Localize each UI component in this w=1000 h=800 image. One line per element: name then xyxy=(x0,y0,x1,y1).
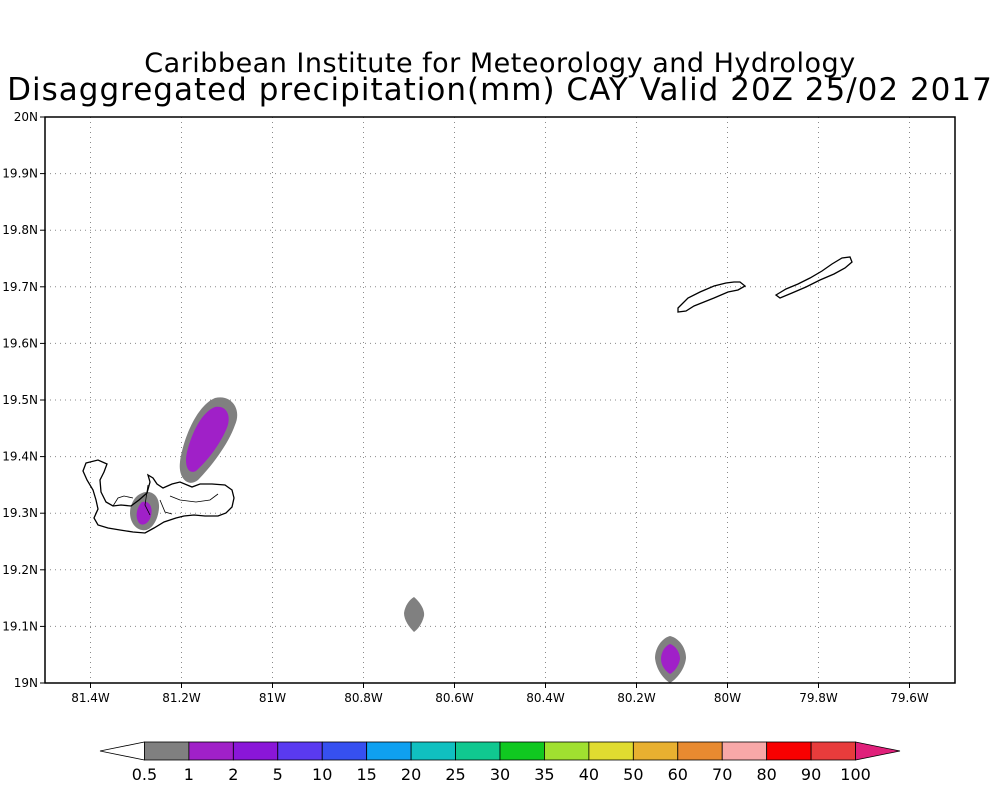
precip-purple-north-grand-cayman xyxy=(186,406,229,472)
colorbar-swatch xyxy=(232,741,279,761)
y-tick-label: 19.9N xyxy=(2,167,38,181)
colorbar-label: 50 xyxy=(623,765,643,784)
y-tick-label: 19.6N xyxy=(2,336,38,350)
colorbar-label: 80 xyxy=(756,765,776,784)
y-tick-label: 19.8N xyxy=(2,223,38,237)
y-tick-label: 19.2N xyxy=(2,563,38,577)
colorbar-swatch xyxy=(499,741,545,761)
x-tick-label: 81.4W xyxy=(71,691,110,705)
colorbar-swatch xyxy=(277,741,323,761)
colorbar-swatch xyxy=(544,741,590,761)
colorbar-label: 1 xyxy=(184,765,194,784)
coastlines xyxy=(82,256,853,534)
x-tick-label: 79.6W xyxy=(890,691,929,705)
colorbar-swatch xyxy=(410,741,456,761)
colorbar-swatch xyxy=(321,741,368,761)
precip-purple-southeast xyxy=(661,644,680,674)
x-tick-label: 80.4W xyxy=(526,691,565,705)
x-tick-label: 80.2W xyxy=(617,691,656,705)
title-line2: Disaggregated precipitation(mm) CAY Vali… xyxy=(7,72,993,108)
colorbar-label: 5 xyxy=(273,765,283,784)
colorbar-swatch xyxy=(766,741,812,761)
map-axes: 81.4W 81.2W 81W 80.8W 80.6W 80.4W 80.2W 80W 79.8… xyxy=(2,110,929,705)
precipitation-layer xyxy=(130,397,686,683)
colorbar-swatch xyxy=(588,741,634,761)
title-line1: Caribbean Institute for Meteorology and … xyxy=(144,48,856,79)
colorbar-swatch xyxy=(188,741,234,761)
colorbar-label: 30 xyxy=(490,765,510,784)
colorbar-label: 15 xyxy=(356,765,376,784)
cayman-brac-outline xyxy=(774,256,853,299)
colorbar-right-arrow xyxy=(855,741,901,761)
y-tick-label: 20N xyxy=(14,110,38,124)
colorbar-swatch xyxy=(455,741,501,761)
colorbar-swatch xyxy=(144,741,190,761)
colorbar-label: 70 xyxy=(712,765,732,784)
colorbar-label: 90 xyxy=(801,765,821,784)
x-tick-label: 80.8W xyxy=(344,691,383,705)
colorbar-label: 60 xyxy=(668,765,688,784)
colorbar-swatch xyxy=(632,741,679,761)
x-tick-label: 79.8W xyxy=(799,691,838,705)
colorbar-label: 2 xyxy=(228,765,238,784)
y-tick-label: 19.3N xyxy=(2,506,38,520)
x-tick-label: 81.2W xyxy=(162,691,201,705)
y-tick-label: 19N xyxy=(14,676,38,690)
colorbar-swatch xyxy=(677,741,723,761)
precip-gray-south-central xyxy=(404,597,425,632)
y-tick-label: 19.5N xyxy=(2,393,38,407)
x-tick-label: 80W xyxy=(714,691,741,705)
colorbar-label: 20 xyxy=(401,765,421,784)
precip-purple-west-bay xyxy=(136,501,152,525)
colorbar-swatch xyxy=(366,741,412,761)
colorbar-left-arrow xyxy=(99,741,145,761)
y-tick-label: 19.4N xyxy=(2,450,38,464)
colorbar-label: 40 xyxy=(579,765,599,784)
grand-cayman-outline xyxy=(82,459,235,534)
colorbar-swatch xyxy=(810,741,856,761)
y-tick-label: 19.1N xyxy=(2,619,38,633)
colorbar-label: 0.5 xyxy=(132,765,157,784)
x-tick-label: 80.6W xyxy=(435,691,474,705)
colorbar-label: 35 xyxy=(534,765,554,784)
grand-cayman-inner-sound xyxy=(112,484,219,516)
y-tick-label: 19.7N xyxy=(2,280,38,294)
colorbar-swatch xyxy=(721,741,768,761)
colorbar: 0.5 1 2 5 10 15 20 25 30 35 40 50 60 70 80 90 100 xyxy=(99,741,901,784)
colorbar-label: 100 xyxy=(840,765,871,784)
colorbar-label: 25 xyxy=(445,765,465,784)
colorbar-label: 10 xyxy=(312,765,332,784)
little-cayman-outline xyxy=(677,281,747,313)
x-tick-label: 81W xyxy=(259,691,286,705)
